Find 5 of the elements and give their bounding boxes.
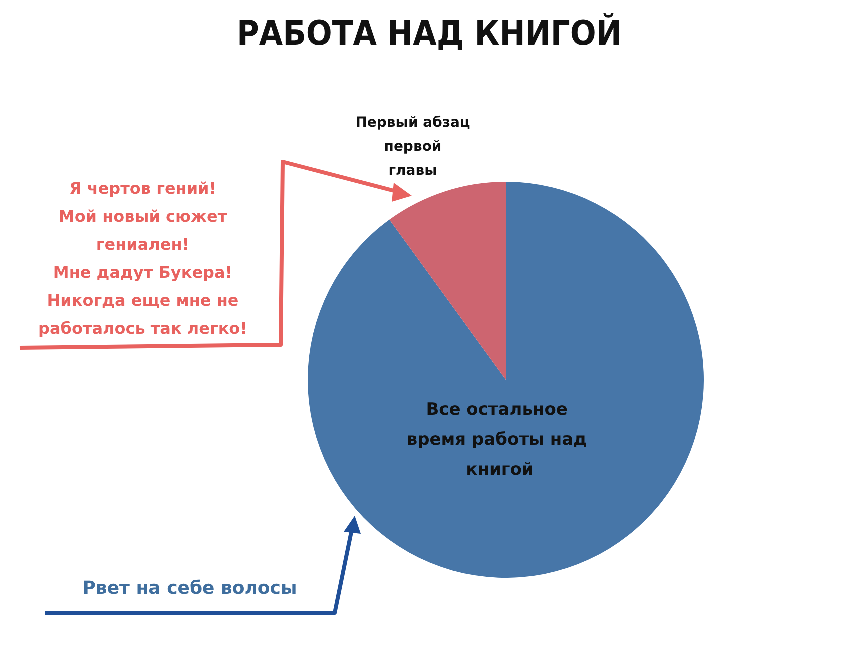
text: Рвет на себе волосы xyxy=(82,578,298,599)
chart-title: РАБОТА НАД КНИГОЙ xyxy=(236,13,622,54)
slice-label: Первый абзац первой главы xyxy=(356,115,470,179)
text: Я чертов гений! Мой новый сюжет гениален! Мне дадут Букера! Никогда еще мне не работалось так легко! xyxy=(38,178,248,340)
slice-label: Все остальное время работы над книгой xyxy=(406,400,594,480)
